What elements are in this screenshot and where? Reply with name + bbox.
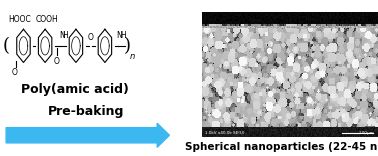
Text: HOOC: HOOC <box>8 15 31 24</box>
Text: ): ) <box>124 37 131 55</box>
Text: N: N <box>116 31 122 40</box>
Text: Spherical nanoparticles (22-45 nm): Spherical nanoparticles (22-45 nm) <box>185 142 378 152</box>
Text: (: ( <box>2 37 9 55</box>
Text: 1.0kV x40.0k SE(U): 1.0kV x40.0k SE(U) <box>205 131 244 135</box>
Text: O: O <box>87 33 93 42</box>
Text: N: N <box>59 31 65 40</box>
Text: Pre-baking: Pre-baking <box>48 105 124 118</box>
Text: H: H <box>120 31 125 40</box>
Text: n: n <box>129 52 135 61</box>
Text: H: H <box>62 31 68 40</box>
Text: COOH: COOH <box>36 15 59 24</box>
Text: Poly(amic acid): Poly(amic acid) <box>22 83 129 96</box>
Text: O: O <box>54 57 60 66</box>
FancyArrow shape <box>6 123 169 147</box>
Text: 1.00μm: 1.00μm <box>359 131 374 135</box>
Text: O: O <box>11 68 17 77</box>
